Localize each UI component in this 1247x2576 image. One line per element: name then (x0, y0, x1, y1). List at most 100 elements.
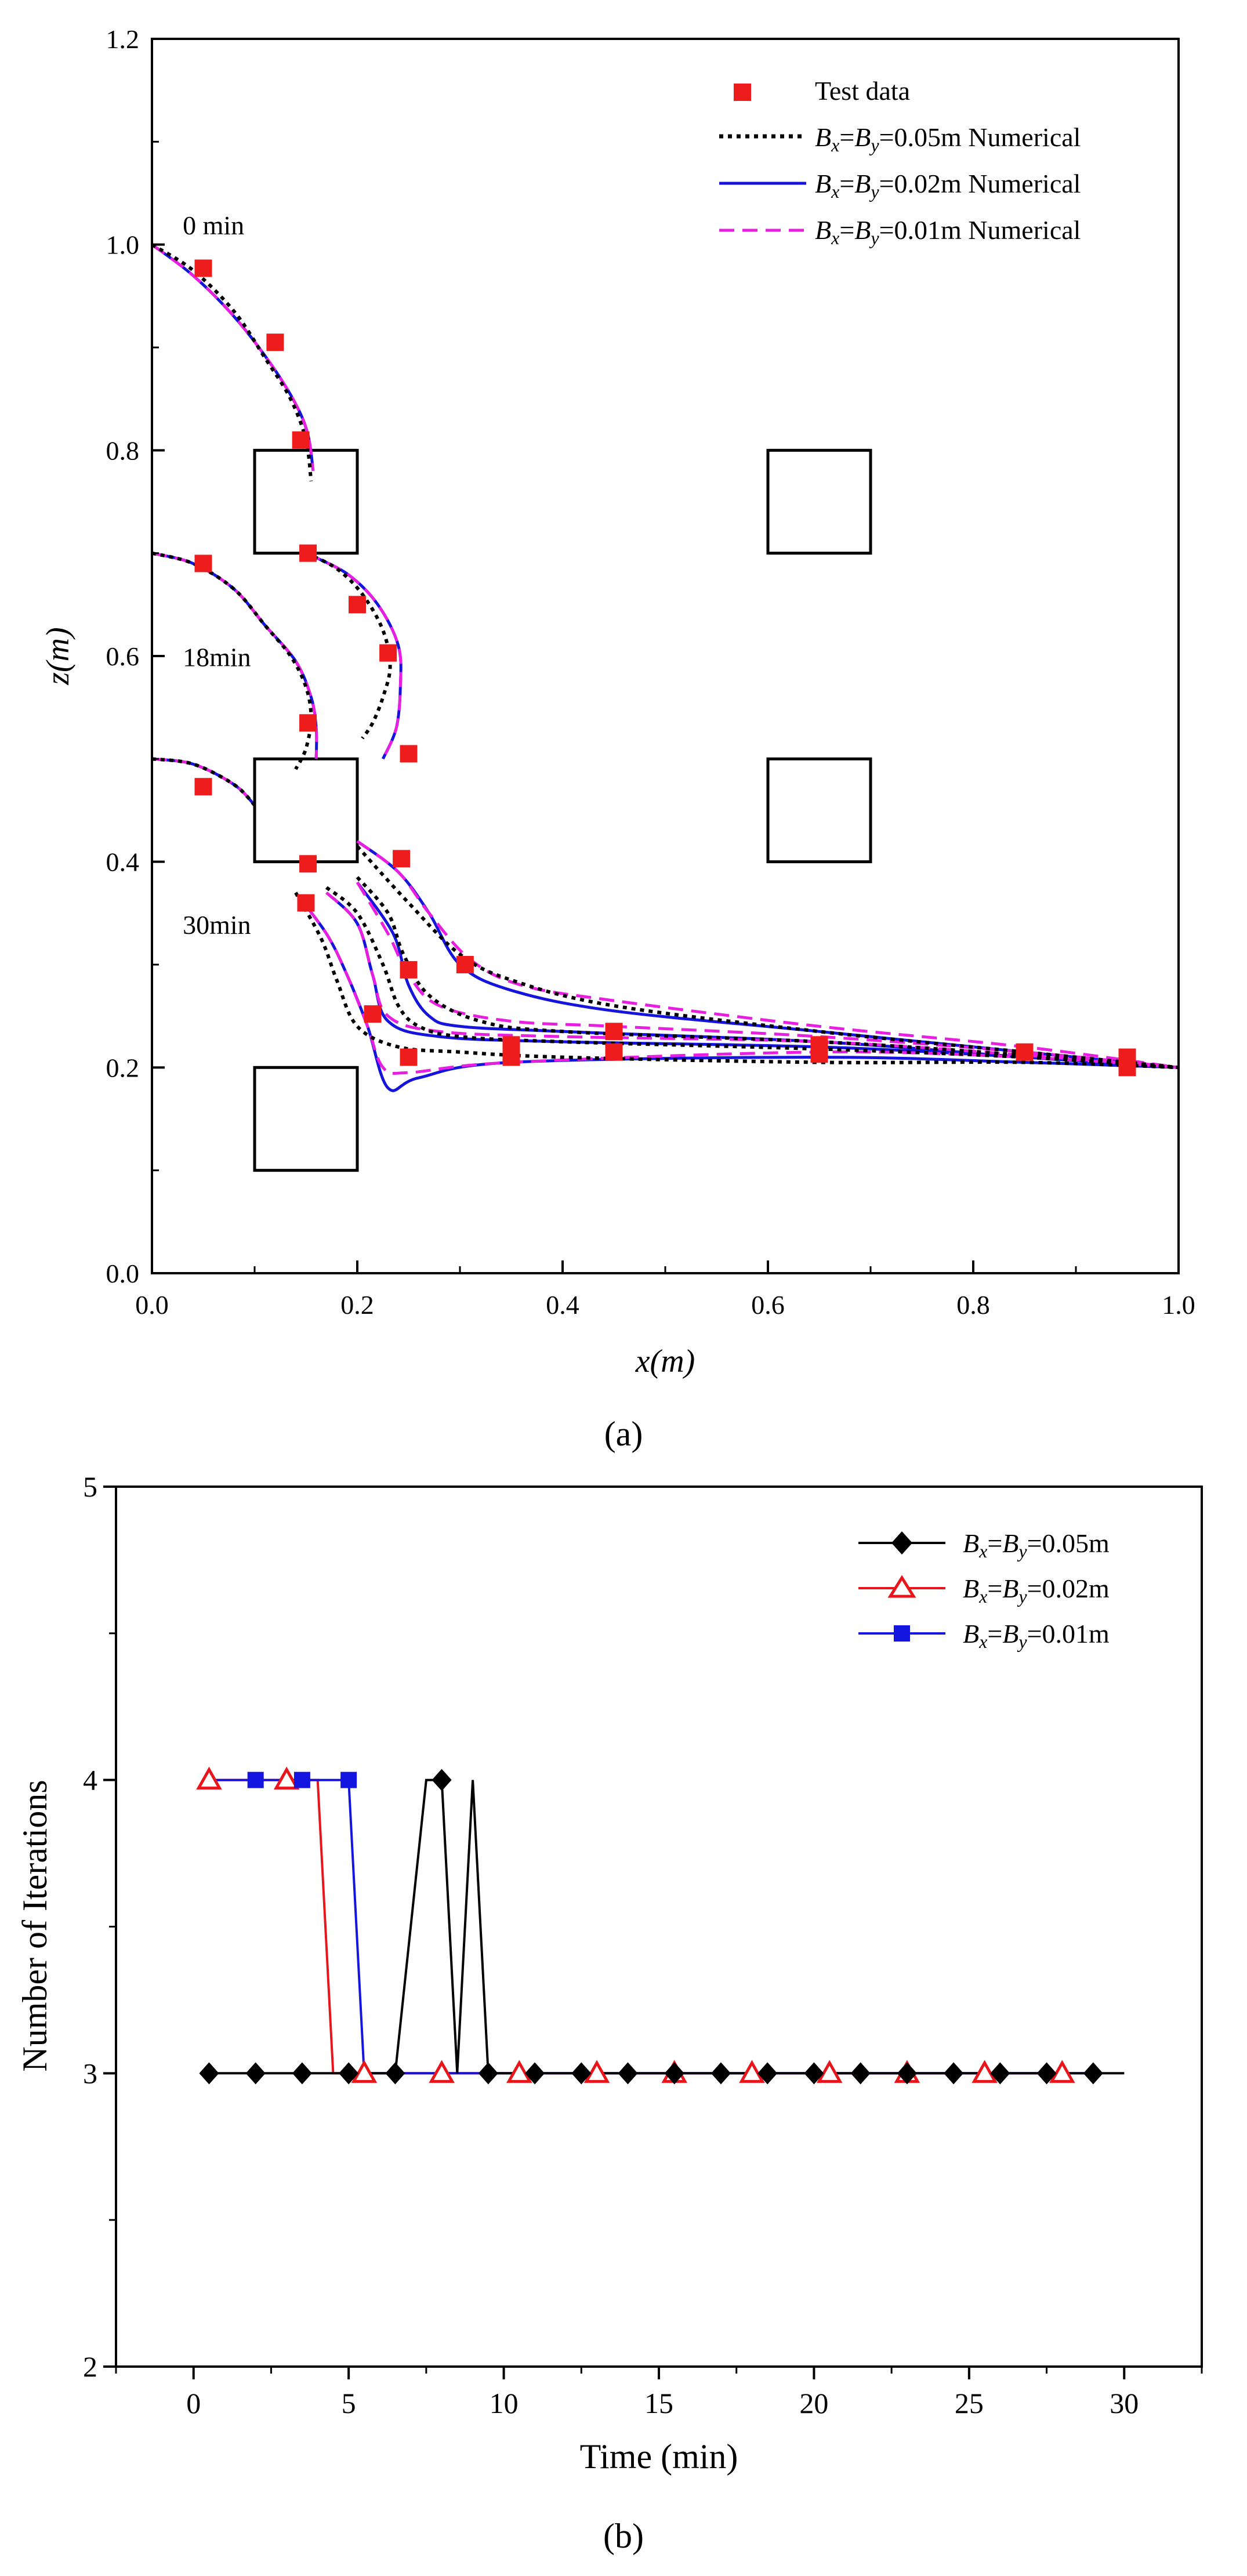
diamond-marker (292, 2062, 312, 2085)
triangle-marker (196, 1766, 222, 1790)
diamond-marker (199, 2062, 219, 2085)
obstacle-square (766, 448, 872, 555)
a-y-tick-label: 0.4 (106, 847, 140, 877)
b-y-tick-label: 4 (83, 1764, 97, 1796)
test-data-point (393, 850, 411, 868)
panel-a-x-ticks: 0.0 0.2 0.4 0.6 0.8 1.0 (135, 1260, 1195, 1320)
triangle-marker (1049, 2060, 1075, 2083)
legend-b-002-marker (887, 1575, 916, 1598)
test-data-point (349, 596, 366, 614)
test-data-point (194, 259, 212, 277)
a-y-tick-label: 0.8 (106, 436, 140, 465)
test-data-point (456, 956, 474, 973)
panel-b-chart: 0 5 10 15 20 25 30 2 3 4 5 Bx=By=0.05m Bx=By=0.02… (16, 1470, 1203, 2555)
b-x-tick-label: 10 (490, 2387, 519, 2419)
b-x-tick-label: 20 (799, 2387, 828, 2419)
legend-005-label: Bx=By=0.05m Numerical (815, 122, 1081, 155)
diamond-marker (478, 2062, 498, 2085)
a-x-tick-label: 0.8 (956, 1290, 990, 1320)
b-x-tick-label: 30 (1110, 2387, 1139, 2419)
obstacle-square (253, 1066, 359, 1172)
legend-b-001-label: Bx=By=0.01m (963, 1619, 1110, 1652)
panel-a-x-axis-label: x(m) (635, 1343, 695, 1379)
b-y-tick-label: 3 (83, 2057, 97, 2089)
triangle-marker (739, 2060, 765, 2083)
obstacle-square (253, 448, 359, 555)
diamond-marker (1036, 2062, 1057, 2085)
panel-a-y-ticks: 0.0 0.2 0.4 0.6 0.8 1.0 1.2 (106, 24, 165, 1288)
test-data-point (194, 555, 212, 573)
legend-test-data-label: Test data (815, 76, 910, 106)
square-marker (293, 1771, 310, 1788)
a-x-tick-label: 0.4 (546, 1290, 579, 1320)
panel-b-legend: Bx=By=0.05m Bx=By=0.02m Bx=By=0.01m (858, 1528, 1110, 1652)
obstacle-square (766, 757, 872, 864)
diamond-marker (525, 2062, 545, 2085)
panel-a-caption: (a) (604, 1415, 643, 1453)
a-y-tick-label: 0.2 (106, 1053, 140, 1082)
numerical-curve-dotted-black (294, 892, 1179, 1070)
square-marker (247, 1771, 264, 1788)
triangle-marker (506, 2060, 532, 2083)
legend-b-005-marker (891, 1531, 912, 1555)
panel-b-x-ticks: 0 5 10 15 20 25 30 (115, 2367, 1203, 2419)
iteration-series-group (196, 1766, 1125, 2085)
diamond-marker (1083, 2062, 1103, 2085)
series-line-2 (209, 1778, 1093, 2075)
test-data-point (400, 1048, 418, 1066)
numerical-curve-solid-blue (151, 243, 315, 472)
a-y-tick-label: 0.0 (106, 1259, 140, 1288)
series-line-0 (209, 1778, 1125, 2075)
legend-test-data-marker (734, 84, 751, 101)
numerical-curve-dotted-black (356, 876, 1179, 1070)
diamond-marker (804, 2062, 824, 2085)
panel-a-y-axis-label: z(m) (40, 627, 76, 686)
test-data-point (379, 644, 397, 662)
test-data-point (266, 334, 284, 352)
diamond-marker (944, 2062, 964, 2085)
test-data-point (502, 1048, 520, 1066)
panel-b-y-ticks: 2 3 4 5 (83, 1470, 116, 2383)
series-line-1 (209, 1778, 1063, 2075)
numerical-curve-dashed-magenta (305, 552, 403, 760)
b-y-tick-label: 2 (83, 2350, 97, 2383)
test-data-point (1016, 1043, 1034, 1061)
obstacle-square (253, 757, 359, 864)
b-x-tick-label: 0 (186, 2387, 201, 2419)
test-data-point (605, 1043, 623, 1061)
triangle-marker (971, 2060, 998, 2083)
legend-b-002-label: Bx=By=0.02m (963, 1574, 1110, 1607)
test-data-markers (194, 259, 1136, 1077)
numerical-curve-dashed-magenta (325, 892, 1179, 1069)
a-y-tick-label: 1.2 (106, 24, 140, 54)
triangle-marker (429, 2060, 455, 2083)
b-y-tick-label: 5 (83, 1470, 97, 1503)
diamond-marker (710, 2062, 731, 2085)
a-x-tick-label: 0.0 (135, 1290, 169, 1320)
panel-b-caption: (b) (603, 2517, 644, 2555)
diamond-marker (432, 1769, 452, 1791)
a-x-tick-label: 0.2 (340, 1290, 374, 1320)
a-x-tick-label: 1.0 (1162, 1290, 1195, 1320)
square-marker (340, 1771, 357, 1788)
test-data-point (299, 714, 317, 732)
a-y-tick-label: 0.6 (106, 642, 140, 671)
diamond-marker (990, 2062, 1010, 2085)
b-x-tick-label: 25 (955, 2387, 984, 2419)
triangle-marker (351, 2060, 378, 2083)
diamond-marker (664, 2062, 684, 2085)
test-data-point (400, 745, 418, 763)
test-data-point (194, 778, 212, 796)
numerical-curve-dotted-black (151, 243, 313, 481)
numerical-curve-dotted-black (151, 757, 256, 807)
time-annotations: 0 min 18min 30min (183, 211, 251, 940)
panel-b-x-axis-label: Time (min) (580, 2437, 738, 2476)
panel-b-y-axis-label: Number of Iterations (16, 1780, 54, 2071)
triangle-marker (583, 2060, 610, 2083)
legend-b-005-label: Bx=By=0.05m (963, 1528, 1110, 1561)
numerical-curve-dashed-magenta (151, 757, 256, 806)
diamond-marker (245, 2062, 266, 2085)
a-x-tick-label: 0.6 (751, 1290, 785, 1320)
diamond-marker (850, 2062, 871, 2085)
time-annotation: 30min (183, 910, 251, 940)
